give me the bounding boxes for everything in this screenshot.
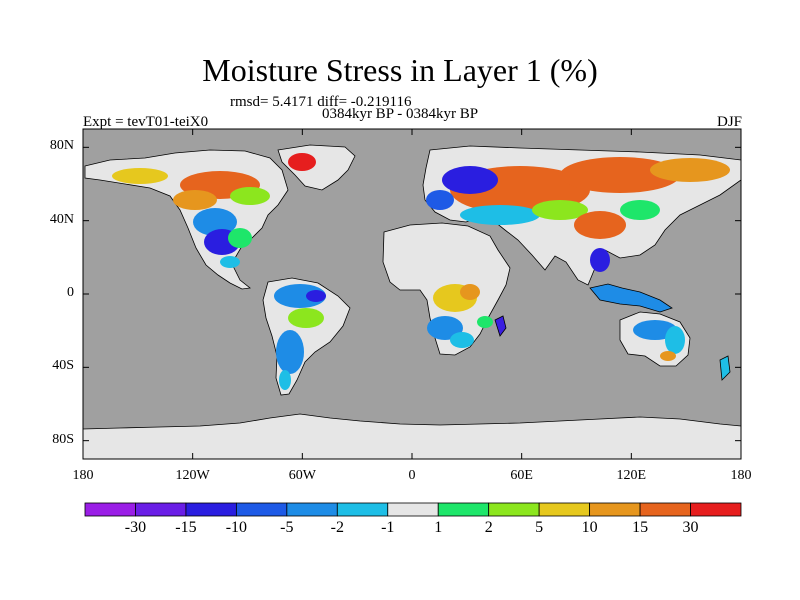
colorbar-swatch — [84, 502, 136, 517]
season-label: DJF — [716, 114, 742, 130]
lon-tick-label: 60W — [288, 468, 316, 483]
lon-tick-label: 180 — [72, 468, 94, 483]
colorbar-label: 5 — [535, 519, 544, 536]
lat-tick-label: 80S — [52, 431, 74, 447]
lat-tick-label: 40N — [49, 211, 74, 227]
colorbar-swatch — [589, 502, 641, 517]
colorbar-swatch — [488, 502, 540, 517]
land-madagascar — [494, 315, 507, 337]
lat-tick-label: 80N — [49, 138, 74, 154]
colorbar-swatch — [387, 502, 439, 517]
lon-tick-label: 180 — [730, 468, 752, 483]
experiment-label: Expt = tevT01-teiX0 — [83, 114, 209, 130]
stats-line: rmsd= 5.4171 diff= -0.219116 — [230, 94, 412, 110]
colorbar-swatch — [235, 502, 288, 517]
colorbar — [84, 502, 742, 517]
colorbar-label: -10 — [225, 519, 248, 536]
lon-tick-label: 120E — [616, 468, 647, 483]
lon-tick-label: 60E — [510, 468, 533, 483]
colorbar-label: 1 — [434, 519, 443, 536]
tick-marks — [82, 129, 742, 459]
colorbar-label: 10 — [581, 519, 598, 536]
colorbar-label: 15 — [632, 519, 649, 536]
colorbar-label: 30 — [682, 519, 699, 536]
land-antarctica — [83, 413, 741, 459]
colorbar-swatch — [185, 502, 237, 517]
lat-tick-label: 0 — [67, 285, 74, 300]
lon-tick-label: 0 — [408, 468, 416, 483]
lat-tick-label: 40S — [52, 358, 74, 374]
colorbar-swatch — [336, 502, 389, 517]
anomaly-patches — [112, 153, 730, 390]
map-title: Moisture Stress in Layer 1 (%) — [202, 52, 598, 88]
lon-tick-label: 120W — [175, 468, 210, 483]
land-new-zealand — [719, 355, 731, 381]
colorbar-label: -2 — [330, 519, 344, 536]
period-line: 0384kyr BP - 0384kyr BP — [321, 106, 479, 122]
land-maritime-se-asia — [589, 283, 673, 313]
colorbar-swatch — [437, 502, 490, 517]
colorbar-swatch — [639, 502, 691, 517]
colorbar-label: -1 — [381, 519, 395, 536]
colorbar-swatch — [538, 502, 591, 517]
colorbar-label: -15 — [175, 519, 197, 536]
colorbar-label: -30 — [124, 519, 147, 536]
colorbar-swatch — [690, 502, 742, 517]
colorbar-swatch — [135, 502, 187, 517]
colorbar-swatch — [286, 502, 338, 517]
land-field — [83, 144, 741, 459]
colorbar-label: -5 — [280, 519, 294, 536]
colorbar-label: 2 — [484, 519, 493, 536]
